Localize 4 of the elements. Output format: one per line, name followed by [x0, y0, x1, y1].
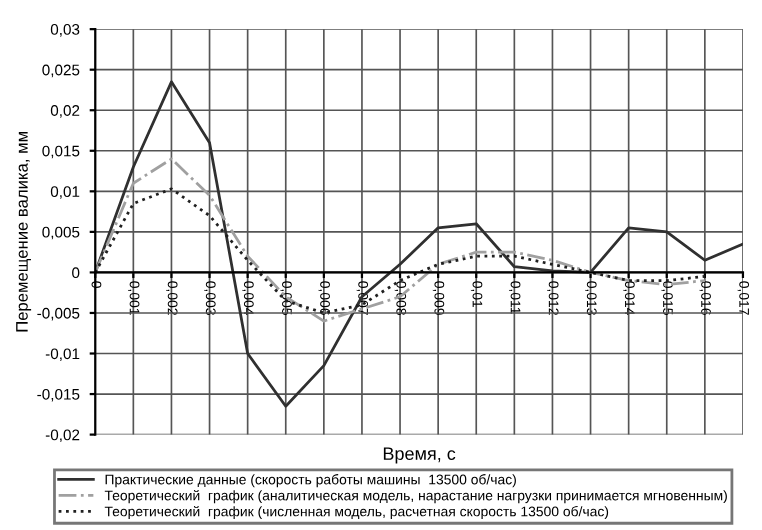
x-axis-title: Время, с [383, 447, 456, 464]
line-series [95, 157, 707, 323]
y-axis-title: Перемещение валика, мм [16, 132, 32, 332]
line-series [95, 187, 707, 315]
